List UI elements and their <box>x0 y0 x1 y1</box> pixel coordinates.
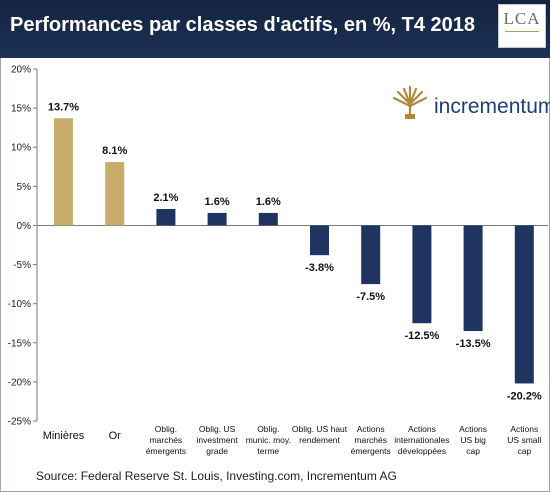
category-label-line: terme <box>257 446 279 456</box>
y-tick-label: 20% <box>11 65 31 76</box>
category-label-line: développées <box>398 446 446 456</box>
page-title: Performances par classes d'actifs, en %,… <box>10 14 475 36</box>
bar-value-label: -12.5% <box>404 330 439 342</box>
bar-value-label: -3.8% <box>305 262 334 274</box>
category-label-line: munic. moy. <box>246 435 291 445</box>
category-label-line: Oblig. US <box>199 424 236 434</box>
bar-value-label: -7.5% <box>356 291 385 303</box>
tree-icon <box>390 84 430 122</box>
category-label-line: grade <box>206 446 228 456</box>
bar-chart: 20% 15% 10% 5% 0% -5% -10% -15% -20% -25% 13.7% Min… <box>8 65 548 456</box>
y-tick-label: 10% <box>11 143 31 154</box>
y-tick-label: -10% <box>8 299 31 310</box>
category-label: Oblig. US haut rendement <box>292 424 348 445</box>
category-label-line: Or <box>109 430 122 442</box>
category-label-line: rendement <box>299 435 340 445</box>
category-label-line: émergents <box>146 446 186 456</box>
category-label-line: Actions <box>510 424 538 434</box>
bar <box>463 225 483 332</box>
y-tick-label: 5% <box>17 182 32 193</box>
brand-name: incrementum <box>434 95 550 118</box>
bar-value-label: 2.1% <box>153 192 178 204</box>
bar <box>310 225 329 256</box>
category-label: Actions US small cap <box>507 424 541 456</box>
source-note: Source: Federal Reserve St. Louis, Inves… <box>36 469 397 483</box>
lca-logo-underline <box>505 31 539 32</box>
y-tick-label: -15% <box>8 338 31 349</box>
bar <box>412 225 432 324</box>
category-label: Oblig. US investment grade <box>197 424 239 456</box>
y-tick-label: 0% <box>17 221 32 232</box>
bar <box>207 212 227 226</box>
bar <box>105 162 125 226</box>
bar <box>54 118 73 226</box>
category-label: Oblig. marchés émergents <box>146 424 186 456</box>
category-label-line: cap <box>466 446 480 456</box>
y-tick-label: -25% <box>8 417 31 428</box>
y-tick-label: -5% <box>13 260 31 271</box>
bar-value-label: 13.7% <box>48 101 79 113</box>
category-label-line: internationales <box>394 435 449 445</box>
bar-value-label: -20.2% <box>507 390 542 402</box>
y-tick-label: 15% <box>11 104 31 115</box>
category-label-line: marchés <box>354 435 387 445</box>
category-label-line: Actions <box>408 424 436 434</box>
category-label-line: marchés <box>150 435 183 445</box>
category-label: Or <box>109 430 122 442</box>
category-label-line: US small <box>507 435 541 445</box>
category-label-line: Actions <box>459 424 487 434</box>
bar <box>156 209 176 226</box>
category-label: Minières <box>43 430 85 442</box>
category-label: Actions US big cap <box>459 424 487 456</box>
bar <box>258 212 278 226</box>
category-label-line: émergents <box>351 446 391 456</box>
lca-logo-text: LCA <box>503 9 541 28</box>
category-label-line: cap <box>517 446 531 456</box>
bar <box>361 225 381 285</box>
category-label-line: Minières <box>43 430 85 442</box>
category-label-line: Oblig. <box>257 424 279 434</box>
category-label-line: Oblig. US haut <box>292 424 348 434</box>
header-bar: Performances par classes d'actifs, en %,… <box>0 0 550 58</box>
y-tick-label: -20% <box>8 377 31 388</box>
category-label: Oblig. munic. moy. terme <box>246 424 291 456</box>
category-label-line: Actions <box>357 424 385 434</box>
category-label: Actions internationales développées <box>394 424 449 456</box>
bar-value-label: -13.5% <box>456 338 491 350</box>
category-label: Actions marchés émergents <box>351 424 391 456</box>
lca-logo: LCA <box>498 4 546 48</box>
category-label-line: US big <box>460 435 486 445</box>
category-label-line: investment <box>197 435 239 445</box>
bar-value-label: 8.1% <box>102 145 127 157</box>
category-label-line: Oblig. <box>155 424 177 434</box>
bar <box>514 225 534 384</box>
bar-value-label: 1.6% <box>256 196 281 208</box>
bar-value-label: 1.6% <box>205 196 230 208</box>
